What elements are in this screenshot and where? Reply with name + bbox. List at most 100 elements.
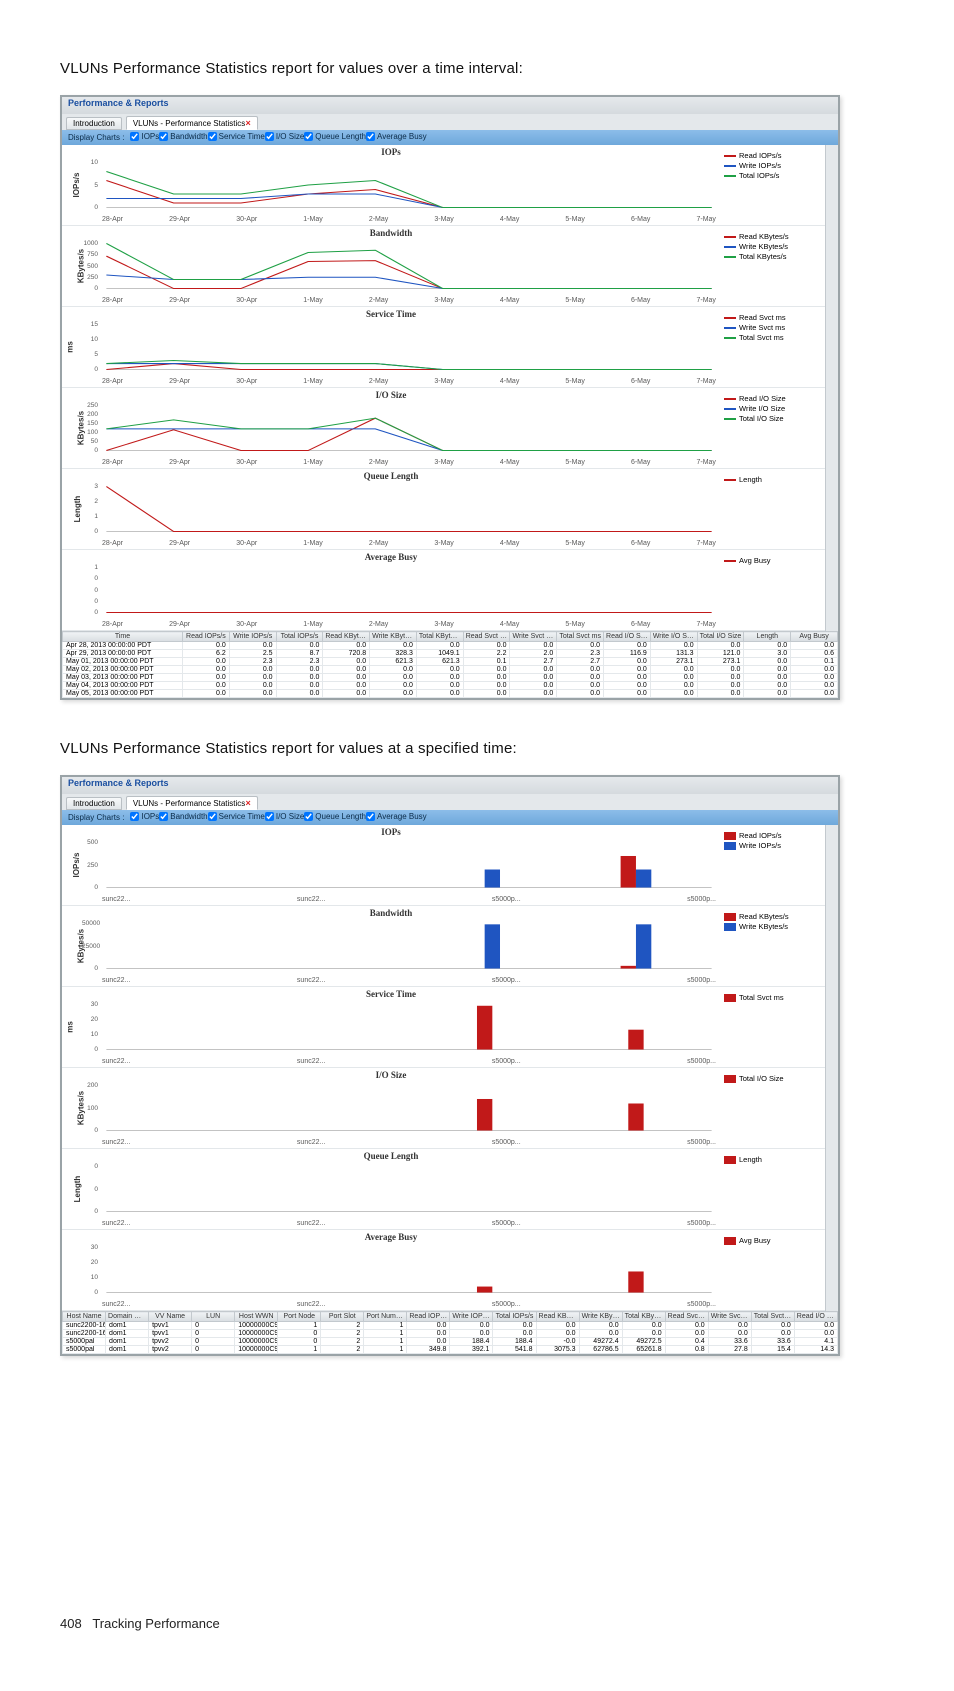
legend-label: Read Svct ms <box>739 313 786 323</box>
chart-bandwidth: BandwidthKBytes/s50000250000sunc22...sun… <box>62 906 838 987</box>
col-header[interactable]: Read KBytes/s <box>536 1312 579 1322</box>
chart-service-time: Service Timems15105028-Apr29-Apr30-Apr1-… <box>62 307 838 388</box>
tab-introduction[interactable]: Introduction <box>66 117 122 130</box>
display-check-service-time[interactable]: Service Time <box>208 132 265 141</box>
display-check-bandwidth[interactable]: Bandwidth <box>159 812 207 821</box>
display-check-iops[interactable]: IOPs <box>130 132 159 141</box>
report-window-interval: Performance & Reports Introduction VLUNs… <box>60 95 840 700</box>
chart-ylabel: IOPs/s <box>72 853 81 878</box>
col-header[interactable]: Read Svct ms <box>665 1312 708 1322</box>
table-row[interactable]: May 02, 2013 00:00:00 PDT0.00.00.00.00.0… <box>63 666 838 674</box>
table-row[interactable]: May 03, 2013 00:00:00 PDT0.00.00.00.00.0… <box>63 674 838 682</box>
scrollbar[interactable] <box>825 145 838 631</box>
table-row[interactable]: s5000paldom1tpvv2010000000C97E24430210.0… <box>63 1338 838 1346</box>
col-header[interactable]: Time <box>63 632 183 642</box>
display-check-iops[interactable]: IOPs <box>130 812 159 821</box>
chart-title: I/O Size <box>62 390 720 400</box>
y-axis: 000 <box>82 1163 98 1215</box>
table-row[interactable]: May 05, 2013 00:00:00 PDT0.00.00.00.00.0… <box>63 690 838 698</box>
col-header[interactable]: Write KBytes/s <box>370 632 417 642</box>
x-axis: 28-Apr29-Apr30-Apr1-May2-May3-May4-May5-… <box>102 378 716 385</box>
col-header[interactable]: Write I/O Size <box>650 632 697 642</box>
legend-label: Read IOPs/s <box>739 831 782 841</box>
legend-label: Avg Busy <box>739 1236 771 1246</box>
col-header[interactable]: Port Number <box>364 1312 407 1322</box>
col-header[interactable]: Total I/O Size <box>697 632 744 642</box>
col-header[interactable]: Total IOPs/s <box>276 632 323 642</box>
chart-ylabel: IOPs/s <box>72 173 81 198</box>
chart-title: Service Time <box>62 309 720 319</box>
chart-plot <box>102 1163 716 1215</box>
y-axis: 2001000 <box>82 1082 98 1134</box>
chart-iops: IOPsIOPs/s5002500sunc22...sunc22...s5000… <box>62 825 838 906</box>
col-header[interactable]: Write Svct ms <box>708 1312 751 1322</box>
display-check-i-o-size[interactable]: I/O Size <box>265 132 304 141</box>
chart-legend: Total Svct ms <box>720 987 838 1067</box>
col-header[interactable]: Read I/O Size <box>604 632 651 642</box>
col-header[interactable]: Write KBytes/s <box>579 1312 622 1322</box>
col-header[interactable]: Read KBytes/s <box>323 632 370 642</box>
col-header[interactable]: Read IOPs/s <box>183 632 230 642</box>
report-window-specified: Performance & Reports Introduction VLUNs… <box>60 775 840 1356</box>
col-header[interactable]: Host Name <box>63 1312 106 1322</box>
tab-vluns-perf[interactable]: VLUNs - Performance Statistics × <box>126 796 258 810</box>
table-row[interactable]: May 01, 2013 00:00:00 PDT0.02.32.30.0621… <box>63 658 838 666</box>
col-header[interactable]: Total IOPs/s <box>493 1312 536 1322</box>
table-row[interactable]: May 04, 2013 00:00:00 PDT0.00.00.00.00.0… <box>63 682 838 690</box>
data-table-specified: Host NameDomain NameVV NameLUNHost WWNPo… <box>62 1311 838 1354</box>
col-header[interactable]: Host WWN <box>235 1312 278 1322</box>
legend-label: Total Svct ms <box>739 993 784 1003</box>
display-check-average-busy[interactable]: Average Busy <box>366 812 427 821</box>
col-header[interactable]: Read I/O Size <box>794 1312 837 1322</box>
col-header[interactable]: Port Slot <box>321 1312 364 1322</box>
y-axis: 50000250000 <box>82 920 98 972</box>
chart-title: Average Busy <box>62 1232 720 1242</box>
col-header[interactable]: Read IOPs/s <box>407 1312 450 1322</box>
x-axis: sunc22...sunc22...s5000p...s5000p... <box>102 896 716 903</box>
col-header[interactable]: VV Name <box>149 1312 192 1322</box>
close-icon[interactable]: × <box>246 118 251 128</box>
tab-introduction[interactable]: Introduction <box>66 797 122 810</box>
table-row[interactable]: Apr 29, 2013 00:00:00 PDT6.22.58.7720.83… <box>63 650 838 658</box>
col-header[interactable]: Write Svct ms <box>510 632 557 642</box>
chart-title: Queue Length <box>62 1151 720 1161</box>
col-header[interactable]: Domain Name <box>106 1312 149 1322</box>
legend-label: Read I/O Size <box>739 394 786 404</box>
legend-label: Read IOPs/s <box>739 151 782 161</box>
x-axis: sunc22...sunc22...s5000p...s5000p... <box>102 1139 716 1146</box>
table-row[interactable]: Apr 28, 2013 00:00:00 PDT0.00.00.00.00.0… <box>63 642 838 650</box>
chart-plot <box>102 920 716 972</box>
col-header[interactable]: Length <box>744 632 791 642</box>
col-header[interactable]: LUN <box>192 1312 235 1322</box>
col-header[interactable]: Total KBytes/s <box>622 1312 665 1322</box>
chart-legend: Read IOPs/sWrite IOPs/s <box>720 825 838 905</box>
col-header[interactable]: Write IOPs/s <box>450 1312 493 1322</box>
table-row[interactable]: sunc2200-160dom1tpvv1010000000C98EC67802… <box>63 1330 838 1338</box>
col-header[interactable]: Write IOPs/s <box>229 632 276 642</box>
chart-i-o-size: I/O SizeKBytes/s2001000sunc22...sunc22..… <box>62 1068 838 1149</box>
y-axis: 3020100 <box>82 1244 98 1296</box>
display-check-bandwidth[interactable]: Bandwidth <box>159 132 207 141</box>
table-row[interactable]: sunc2200-160dom1tpvv1010000000C98EC67812… <box>63 1322 838 1330</box>
col-header[interactable]: Total Svct ms <box>751 1312 794 1322</box>
y-axis: 250200150100500 <box>82 402 98 454</box>
close-icon[interactable]: × <box>246 798 251 808</box>
display-check-queue-length[interactable]: Queue Length <box>304 812 366 821</box>
col-header[interactable]: Total KBytes/s <box>416 632 463 642</box>
y-axis: 3210 <box>82 483 98 535</box>
col-header[interactable]: Total Svct ms <box>557 632 604 642</box>
col-header[interactable]: Avg Busy <box>791 632 838 642</box>
col-header[interactable]: Read Svct ms <box>463 632 510 642</box>
display-check-i-o-size[interactable]: I/O Size <box>265 812 304 821</box>
y-axis: 151050 <box>82 321 98 373</box>
tab-vluns-perf[interactable]: VLUNs - Performance Statistics × <box>126 116 258 130</box>
display-check-average-busy[interactable]: Average Busy <box>366 132 427 141</box>
col-header[interactable]: Port Node <box>278 1312 321 1322</box>
legend-label: Total I/O Size <box>739 1074 784 1084</box>
scrollbar[interactable] <box>825 825 838 1311</box>
x-axis: 28-Apr29-Apr30-Apr1-May2-May3-May4-May5-… <box>102 216 716 223</box>
display-check-service-time[interactable]: Service Time <box>208 812 265 821</box>
charts-area: IOPsIOPs/s105028-Apr29-Apr30-Apr1-May2-M… <box>62 145 838 631</box>
display-check-queue-length[interactable]: Queue Length <box>304 132 366 141</box>
table-row[interactable]: s5000paldom1tpvv2010000000C97E2443121349… <box>63 1346 838 1354</box>
